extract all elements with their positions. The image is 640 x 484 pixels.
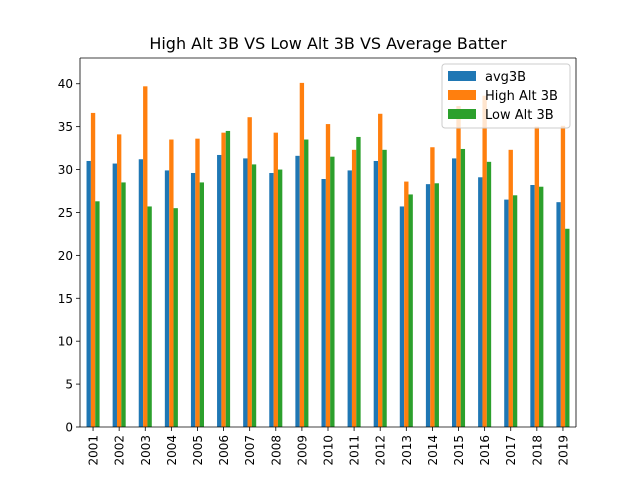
y-tick-label-10: 10 bbox=[58, 335, 73, 349]
x-tick-label-2010: 2010 bbox=[322, 435, 336, 466]
bar-avg3b-2001 bbox=[86, 160, 91, 427]
bar-avg3b-2019 bbox=[556, 202, 561, 427]
bar-high-alt-3b-2004 bbox=[169, 139, 174, 427]
x-tick-label-2004: 2004 bbox=[165, 435, 179, 466]
bar-low-alt-3b-2008 bbox=[277, 169, 283, 427]
y-tick-label-35: 35 bbox=[58, 120, 73, 134]
bar-high-alt-3b-2009 bbox=[299, 82, 305, 427]
bar-low-alt-3b-2009 bbox=[304, 139, 309, 427]
legend-label-high-alt-3b: High Alt 3B bbox=[485, 89, 558, 104]
bar-low-alt-3b-2015 bbox=[460, 148, 466, 428]
y-tick-label-40: 40 bbox=[58, 77, 73, 91]
bar-avg3b-2002 bbox=[112, 163, 117, 428]
bar-high-alt-3b-2002 bbox=[116, 134, 122, 427]
bar-avg3b-2018 bbox=[530, 185, 535, 427]
x-tick-label-2018: 2018 bbox=[530, 435, 544, 466]
bar-low-alt-3b-2001 bbox=[95, 201, 100, 427]
bar-avg3b-2017 bbox=[504, 199, 509, 427]
bar-avg3b-2016 bbox=[478, 177, 483, 427]
x-tick-label-2016: 2016 bbox=[478, 435, 492, 466]
y-tick-label-25: 25 bbox=[58, 206, 73, 220]
bar-avg3b-2006 bbox=[217, 154, 222, 427]
bar-low-alt-3b-2002 bbox=[121, 182, 126, 427]
bar-high-alt-3b-2008 bbox=[273, 132, 278, 427]
bar-avg3b-2004 bbox=[164, 170, 170, 428]
bar-avg3b-2009 bbox=[295, 155, 300, 427]
bar-low-alt-3b-2003 bbox=[147, 206, 152, 427]
legend-label-low-alt-3b: Low Alt 3B bbox=[485, 108, 554, 123]
x-tick-label-2007: 2007 bbox=[243, 435, 257, 466]
x-tick-label-2013: 2013 bbox=[400, 435, 414, 466]
legend-swatch-low-alt-3b bbox=[448, 109, 476, 119]
bar-avg3b-2007 bbox=[243, 158, 248, 427]
bar-high-alt-3b-2006 bbox=[221, 132, 226, 427]
x-tick-label-2001: 2001 bbox=[87, 435, 101, 466]
bar-low-alt-3b-2018 bbox=[539, 186, 544, 427]
x-tick-label-2003: 2003 bbox=[139, 435, 153, 466]
bar-high-alt-3b-2018 bbox=[534, 126, 540, 428]
x-tick-label-2008: 2008 bbox=[269, 435, 283, 466]
bar-high-alt-3b-2015 bbox=[456, 106, 461, 427]
bar-high-alt-3b-2019 bbox=[560, 125, 566, 427]
y-tick-label-5: 5 bbox=[65, 378, 73, 392]
legend-label-avg3b: avg3B bbox=[485, 70, 526, 85]
bar-avg3b-2003 bbox=[138, 159, 144, 427]
bar-avg3b-2008 bbox=[269, 172, 274, 427]
legend: avg3B High Alt 3B Low Alt 3B bbox=[441, 63, 571, 129]
bar-low-alt-3b-2012 bbox=[382, 149, 387, 427]
bar-low-alt-3b-2006 bbox=[225, 130, 231, 427]
x-tick-label-2014: 2014 bbox=[426, 435, 440, 466]
bar-low-alt-3b-2014 bbox=[434, 183, 439, 427]
bar-avg3b-2005 bbox=[190, 172, 196, 427]
x-tick-label-2015: 2015 bbox=[452, 435, 466, 466]
bar-low-alt-3b-2011 bbox=[356, 136, 361, 427]
x-tick-label-2002: 2002 bbox=[113, 435, 127, 466]
x-tick-label-2006: 2006 bbox=[217, 435, 231, 466]
chart-title: High Alt 3B VS Low Alt 3B VS Average Bat… bbox=[149, 34, 507, 53]
bar-high-alt-3b-2017 bbox=[508, 149, 513, 427]
bar-high-alt-3b-2001 bbox=[90, 112, 96, 427]
bar-low-alt-3b-2017 bbox=[512, 195, 518, 427]
bar-high-alt-3b-2010 bbox=[325, 124, 331, 427]
bar-high-alt-3b-2005 bbox=[195, 138, 200, 428]
bar-low-alt-3b-2016 bbox=[486, 161, 492, 427]
bar-high-alt-3b-2012 bbox=[378, 113, 383, 428]
bar-high-alt-3b-2016 bbox=[482, 95, 487, 427]
bar-avg3b-2012 bbox=[373, 160, 379, 427]
legend-swatch-avg3b bbox=[448, 71, 476, 81]
bar-avg3b-2010 bbox=[321, 178, 326, 427]
bar-high-alt-3b-2014 bbox=[430, 147, 435, 427]
bar-low-alt-3b-2010 bbox=[330, 156, 335, 428]
y-tick-label-0: 0 bbox=[65, 421, 73, 435]
x-tick-label-2017: 2017 bbox=[504, 435, 518, 466]
bar-avg3b-2014 bbox=[425, 184, 431, 427]
y-tick-label-30: 30 bbox=[58, 163, 73, 177]
bar-high-alt-3b-2007 bbox=[247, 117, 252, 428]
bar-avg3b-2011 bbox=[347, 170, 352, 428]
x-tick-label-2012: 2012 bbox=[374, 435, 388, 466]
x-tick-label-2011: 2011 bbox=[348, 435, 362, 466]
bar-avg3b-2013 bbox=[399, 206, 405, 427]
axes-layer: 0 5 10 15 20 25 30 35 40 2001 2002 2003 2004 2005 2006… bbox=[58, 57, 577, 466]
bar-high-alt-3b-2011 bbox=[351, 149, 357, 427]
bar-low-alt-3b-2004 bbox=[173, 208, 178, 427]
bar-low-alt-3b-2007 bbox=[251, 164, 257, 427]
x-tick-label-2019: 2019 bbox=[556, 435, 570, 466]
x-tick-label-2005: 2005 bbox=[191, 435, 205, 466]
bar-low-alt-3b-2013 bbox=[408, 194, 413, 427]
bar-low-alt-3b-2019 bbox=[565, 228, 570, 427]
bar-low-alt-3b-2005 bbox=[199, 182, 204, 427]
legend-swatch-high-alt-3b bbox=[448, 90, 476, 100]
bar-high-alt-3b-2013 bbox=[404, 181, 409, 427]
bars-layer bbox=[86, 82, 570, 428]
bar-avg3b-2015 bbox=[452, 158, 457, 427]
y-tick-label-20: 20 bbox=[58, 249, 73, 263]
x-tick-label-2009: 2009 bbox=[295, 435, 309, 466]
y-tick-label-15: 15 bbox=[58, 292, 73, 306]
bar-high-alt-3b-2003 bbox=[143, 86, 148, 427]
